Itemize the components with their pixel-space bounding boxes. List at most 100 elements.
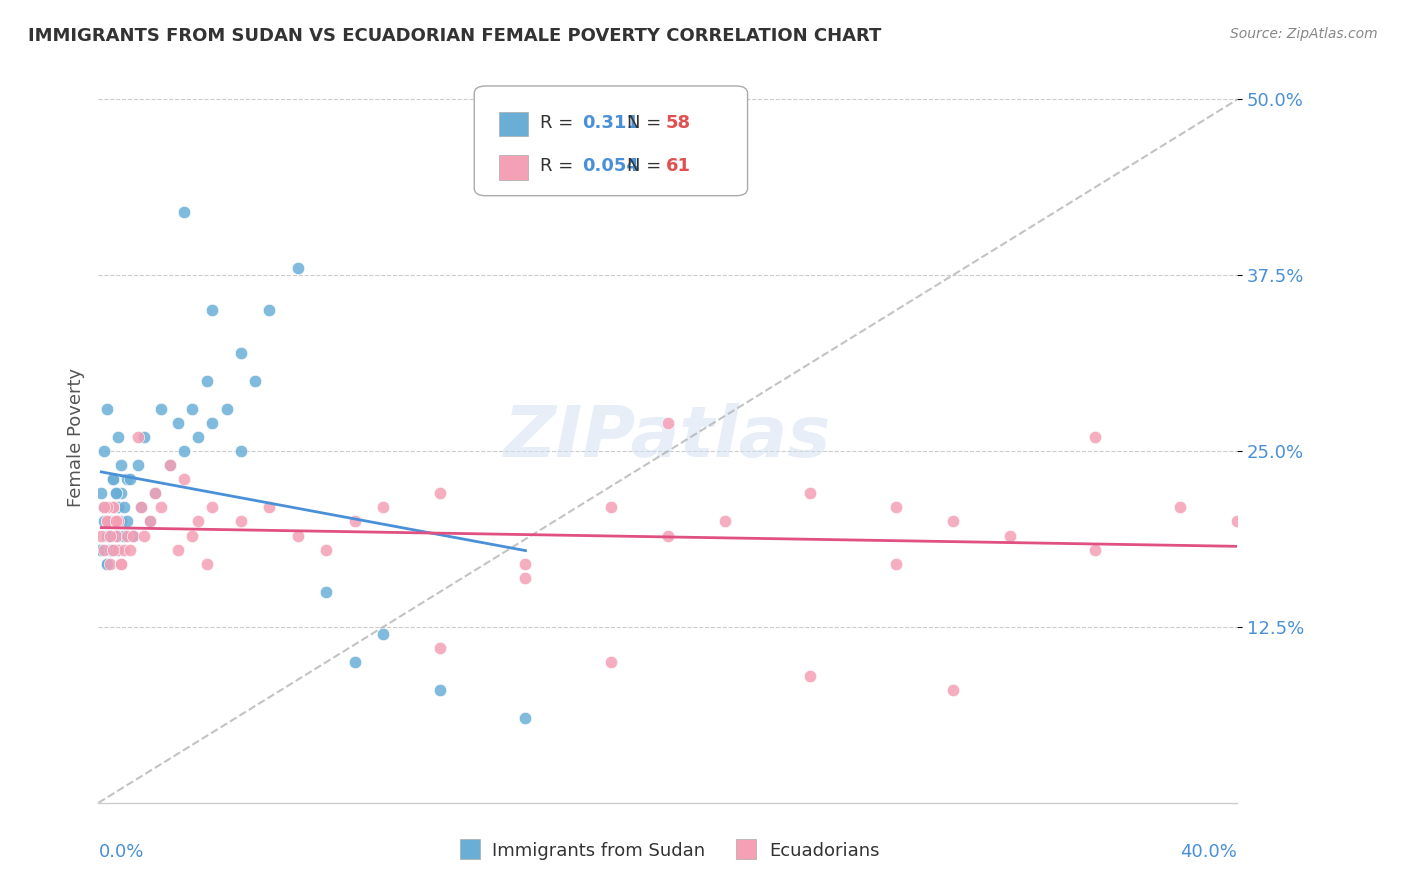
Point — [115, 515, 138, 529]
Point — [110, 458, 132, 473]
Text: N =: N = — [627, 113, 666, 131]
Point — [1084, 542, 1107, 557]
Text: R =: R = — [540, 158, 579, 176]
Point — [104, 515, 127, 529]
Point — [96, 528, 118, 542]
Point — [1170, 500, 1192, 515]
Point — [132, 528, 155, 542]
Text: 0.311: 0.311 — [582, 113, 640, 131]
Text: Source: ZipAtlas.com: Source: ZipAtlas.com — [1230, 27, 1378, 41]
Point — [107, 515, 129, 529]
Point — [93, 444, 115, 458]
Point — [187, 430, 209, 444]
Point — [229, 515, 252, 529]
Text: ZIPatlas: ZIPatlas — [505, 402, 831, 472]
Point — [515, 557, 537, 571]
Point — [515, 711, 537, 725]
Point — [98, 528, 121, 542]
Point — [101, 542, 124, 557]
Point — [101, 500, 124, 515]
Point — [127, 458, 149, 473]
Point — [167, 416, 190, 430]
Point — [229, 345, 252, 359]
Point — [96, 557, 118, 571]
Point — [104, 486, 127, 500]
Point — [129, 500, 152, 515]
Y-axis label: Female Poverty: Female Poverty — [66, 368, 84, 507]
Point — [104, 542, 127, 557]
Point — [112, 528, 135, 542]
Point — [98, 542, 121, 557]
Point — [101, 472, 124, 486]
Point — [215, 401, 238, 416]
Point — [145, 486, 167, 500]
Text: 58: 58 — [665, 113, 690, 131]
Point — [195, 374, 218, 388]
FancyBboxPatch shape — [499, 155, 527, 179]
Point — [429, 683, 451, 698]
Point — [104, 486, 127, 500]
Point — [884, 557, 907, 571]
Point — [115, 472, 138, 486]
Point — [243, 374, 266, 388]
Point — [600, 500, 623, 515]
Text: N =: N = — [627, 158, 666, 176]
Point — [93, 500, 115, 515]
Point — [118, 472, 141, 486]
Point — [118, 542, 141, 557]
Point — [998, 528, 1021, 542]
Point — [93, 515, 115, 529]
Point — [343, 655, 366, 669]
Point — [229, 444, 252, 458]
Point — [121, 528, 143, 542]
Text: 0.0%: 0.0% — [98, 843, 143, 861]
Point — [373, 627, 395, 641]
Point — [104, 515, 127, 529]
Point — [104, 515, 127, 529]
Point — [1226, 515, 1249, 529]
Point — [315, 584, 337, 599]
Point — [104, 528, 127, 542]
Point — [121, 528, 143, 542]
Point — [107, 430, 129, 444]
Point — [159, 458, 181, 473]
Point — [101, 472, 124, 486]
Point — [173, 472, 195, 486]
Point — [181, 528, 204, 542]
Point — [150, 401, 173, 416]
Text: 0.054: 0.054 — [582, 158, 640, 176]
Legend: Immigrants from Sudan, Ecuadorians: Immigrants from Sudan, Ecuadorians — [449, 835, 887, 867]
Point — [107, 500, 129, 515]
Point — [101, 500, 124, 515]
Point — [1084, 430, 1107, 444]
Point — [127, 430, 149, 444]
Point — [942, 515, 965, 529]
Point — [90, 542, 112, 557]
Text: R =: R = — [540, 113, 579, 131]
Point — [287, 261, 309, 276]
Point — [110, 515, 132, 529]
Point — [93, 542, 115, 557]
Point — [98, 528, 121, 542]
Point — [181, 401, 204, 416]
Text: 40.0%: 40.0% — [1181, 843, 1237, 861]
Point — [173, 205, 195, 219]
Point — [173, 444, 195, 458]
Point — [132, 430, 155, 444]
Point — [373, 500, 395, 515]
Point — [942, 683, 965, 698]
Point — [96, 401, 118, 416]
Point — [150, 500, 173, 515]
Point — [259, 500, 281, 515]
Point — [600, 655, 623, 669]
Point — [799, 669, 821, 683]
Point — [201, 416, 224, 430]
Point — [101, 542, 124, 557]
Point — [96, 515, 118, 529]
Point — [259, 303, 281, 318]
Point — [107, 528, 129, 542]
Point — [159, 458, 181, 473]
Point — [90, 528, 112, 542]
Point — [96, 500, 118, 515]
Point — [884, 500, 907, 515]
